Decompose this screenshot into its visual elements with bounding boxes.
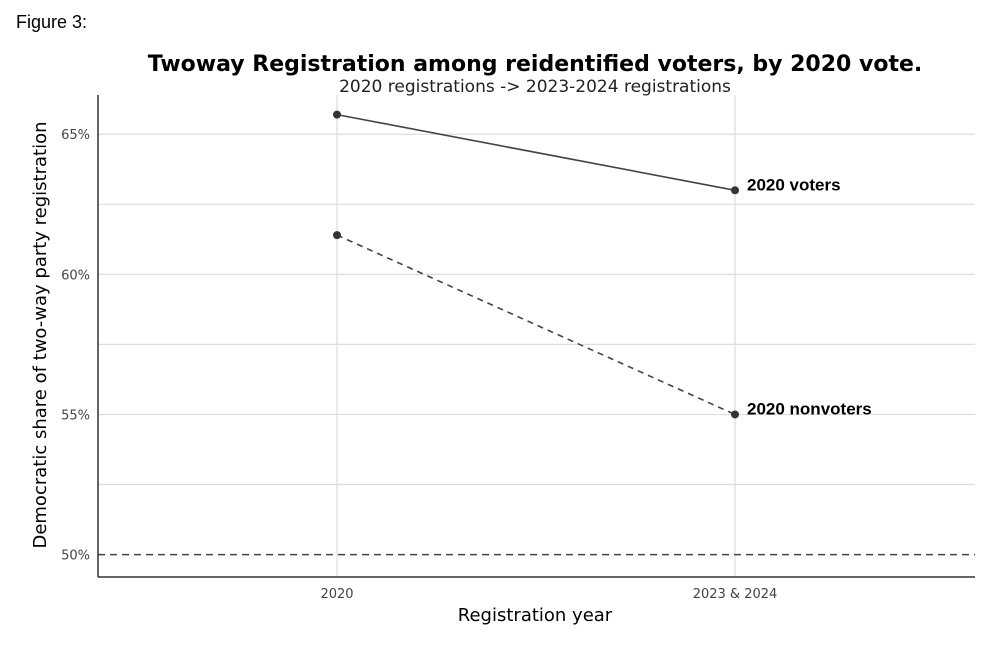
data-point	[731, 410, 739, 419]
chart-title: Twoway Registration among reidentified v…	[148, 52, 923, 77]
chart-subtitle: 2020 registrations -> 2023-2024 registra…	[339, 77, 731, 97]
x-axis-title: Registration year	[458, 605, 613, 626]
tick-labels: 50% 55% 60% 65% 2020 2023 & 2024	[61, 128, 777, 602]
series-group: 2020 voters 2020 nonvoters	[333, 110, 872, 419]
y-tick-label: 50%	[61, 549, 90, 564]
figure-label: Figure 3:	[16, 12, 88, 32]
series-label: 2020 nonvoters	[747, 399, 872, 418]
axes	[97, 95, 975, 578]
data-point	[731, 186, 739, 195]
data-point	[333, 110, 341, 119]
x-tick-label: 2020	[320, 587, 353, 602]
series-line	[336, 113, 736, 192]
x-tick-label: 2023 & 2024	[693, 587, 778, 602]
data-point	[333, 231, 341, 240]
series-line	[336, 234, 736, 416]
y-tick-label: 65%	[61, 128, 90, 143]
y-tick-label: 60%	[61, 268, 90, 283]
y-tick-label: 55%	[61, 408, 90, 423]
y-axis-title: Democratic share of two-way party regist…	[30, 121, 51, 548]
series-label: 2020 voters	[747, 175, 841, 194]
grid	[98, 95, 975, 577]
